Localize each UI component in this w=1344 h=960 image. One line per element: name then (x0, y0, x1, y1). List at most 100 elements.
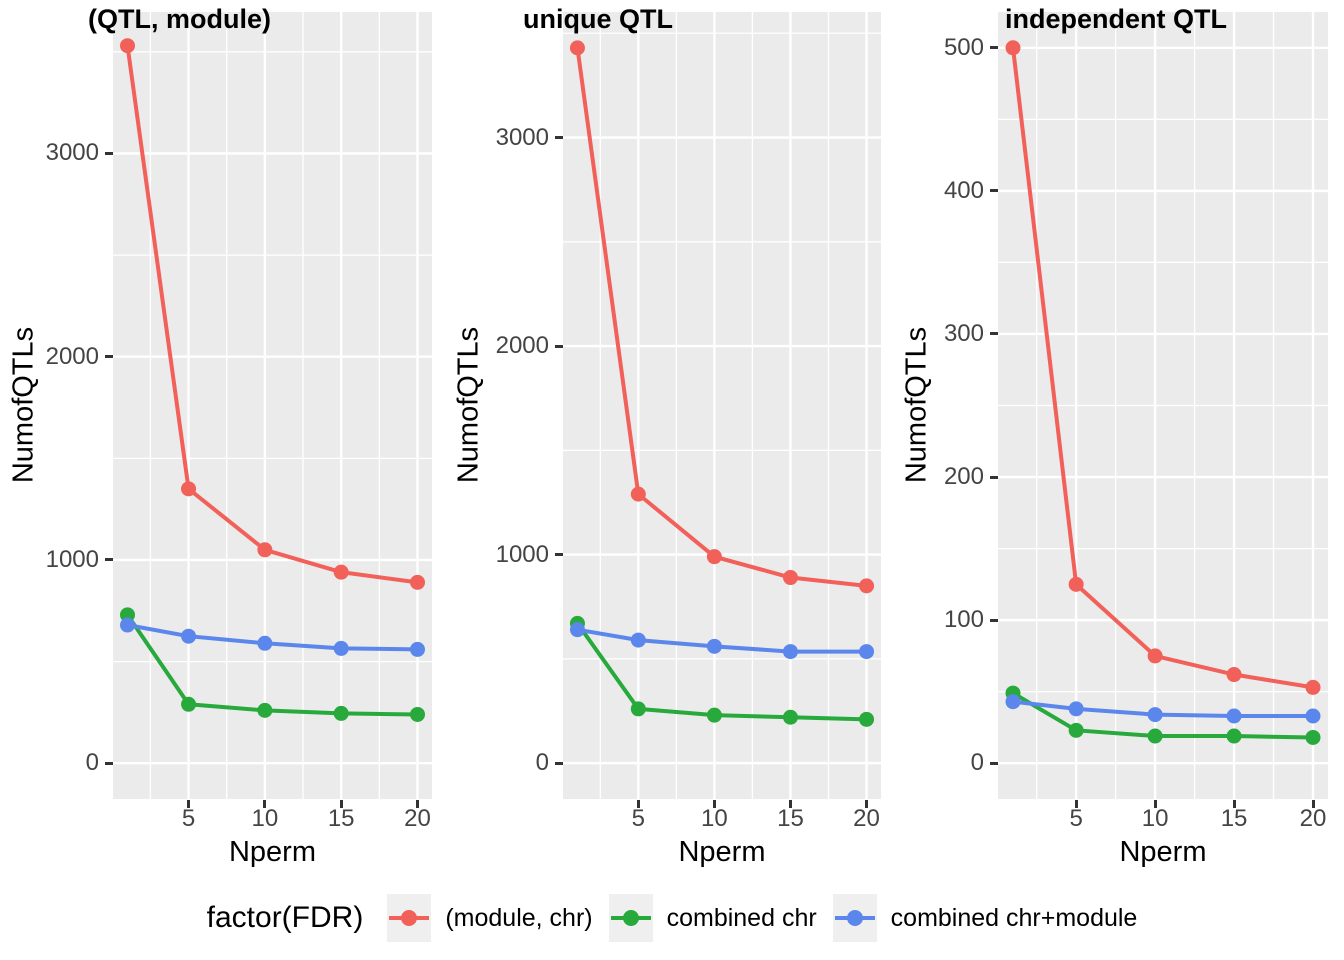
legend-key-swatch-red (387, 894, 432, 942)
legend-label: combined chr (666, 903, 817, 932)
data-point-2 (569, 622, 585, 638)
x-tick-mark (263, 800, 267, 808)
legend-item-module-chr: (module, chr) (387, 894, 593, 942)
plot-panel (113, 12, 432, 799)
y-tick-mark (990, 475, 998, 479)
plot-panel (998, 12, 1328, 799)
x-tick-label: 20 (1299, 805, 1327, 832)
y-tick-mark (990, 332, 998, 336)
series-line-0 (1011, 45, 1315, 690)
legend: factor(FDR) (module, chr) combined chr c… (0, 888, 1344, 948)
y-tick-mark (990, 46, 998, 50)
data-point-1 (410, 706, 425, 722)
data-point-2 (630, 632, 646, 648)
data-point-2 (859, 644, 875, 660)
x-axis-title: Nperm (678, 836, 766, 868)
data-point-2 (181, 628, 197, 644)
x-tick-label: 5 (1069, 805, 1083, 832)
legend-line-point-icon (834, 910, 875, 926)
x-tick-mark (187, 800, 191, 808)
data-point-1 (257, 702, 273, 718)
series-line-1 (125, 612, 420, 717)
x-tick-mark (865, 800, 869, 808)
data-point-2 (257, 635, 273, 651)
data-point-2 (782, 644, 798, 660)
x-tick-mark (1311, 800, 1315, 808)
y-tick-label: 2000 (495, 332, 549, 360)
plot-canvas (998, 12, 1328, 799)
legend-label: combined chr+module (890, 903, 1138, 932)
data-point-2 (706, 638, 722, 654)
x-tick-label: 10 (1141, 805, 1169, 832)
legend-item-combined-chr: combined chr (608, 894, 817, 942)
data-point-0 (630, 486, 646, 502)
y-tick-mark (990, 761, 998, 765)
y-tick-label: 0 (970, 749, 984, 777)
x-tick-label: 5 (181, 805, 196, 832)
series-line-2 (575, 627, 869, 654)
data-point-0 (410, 574, 425, 590)
x-tick-label: 10 (701, 805, 728, 832)
data-point-0 (181, 481, 197, 497)
data-point-1 (706, 707, 722, 723)
series-line-0 (125, 43, 420, 585)
y-tick-mark (105, 355, 113, 359)
data-point-2 (1005, 694, 1021, 710)
data-point-2 (1068, 701, 1084, 717)
y-tick-label: 0 (535, 749, 549, 777)
plot-panel (563, 12, 881, 799)
y-tick-mark (990, 618, 998, 622)
data-point-1 (1147, 728, 1163, 744)
y-tick-label: 300 (943, 319, 984, 347)
x-tick-label: 15 (777, 805, 804, 832)
y-axis-title: NumofQTLs (900, 326, 933, 484)
x-tick-mark (416, 800, 419, 808)
y-tick-mark (990, 189, 998, 193)
y-tick-label: 0 (85, 749, 99, 777)
x-tick-mark (1074, 800, 1078, 808)
x-tick-mark (339, 800, 343, 808)
data-point-0 (1226, 667, 1242, 683)
x-tick-mark (636, 800, 640, 808)
legend-title: factor(FDR) (206, 901, 364, 934)
y-tick-label: 2000 (45, 342, 99, 370)
data-point-0 (257, 542, 273, 558)
x-tick-mark (1232, 800, 1236, 808)
data-point-1 (333, 705, 349, 721)
data-point-0 (1147, 648, 1163, 664)
legend-label: (module, chr) (445, 903, 593, 932)
x-axis-title: Nperm (1119, 836, 1207, 868)
y-tick-mark (555, 344, 563, 348)
data-point-1 (782, 709, 798, 725)
data-point-2 (1305, 708, 1321, 724)
y-tick-mark (555, 136, 563, 140)
panel-title: (QTL, module) (88, 4, 271, 34)
data-point-1 (1068, 722, 1084, 738)
data-point-0 (1305, 679, 1321, 695)
y-tick-label: 3000 (495, 123, 549, 151)
y-axis-title: NumofQTLs (7, 326, 40, 484)
series-line-0 (575, 45, 869, 588)
panel-title: independent QTL (1005, 4, 1227, 34)
data-point-2 (1226, 708, 1242, 724)
panel-title: unique QTL (523, 4, 673, 34)
y-tick-label: 1000 (495, 540, 549, 568)
data-point-0 (120, 38, 135, 54)
legend-key-swatch-blue (832, 894, 877, 942)
legend-item-combined-chr-module: combined chr+module (832, 894, 1138, 942)
subplot-qtl-module: (QTL, module) NumofQTLs Nperm 0 1000 2000 3… (0, 0, 445, 880)
y-tick-label: 500 (943, 33, 984, 61)
subplot-independent-qtl: independent QTL NumofQTLs Nperm 0 100 200 3… (893, 0, 1344, 880)
y-tick-mark (555, 553, 563, 557)
y-tick-mark (105, 558, 113, 562)
plot-canvas (563, 12, 881, 799)
data-point-2 (120, 617, 135, 633)
data-point-0 (1005, 40, 1021, 56)
y-tick-label: 200 (943, 463, 984, 491)
y-tick-label: 3000 (45, 139, 99, 167)
x-tick-label: 10 (251, 805, 279, 832)
x-tick-label: 15 (327, 805, 355, 832)
y-tick-label: 100 (943, 606, 984, 634)
data-point-0 (1068, 576, 1084, 592)
subplot-unique-qtl: unique QTL NumofQTLs Nperm 0 1000 2000 3000… (445, 0, 893, 880)
